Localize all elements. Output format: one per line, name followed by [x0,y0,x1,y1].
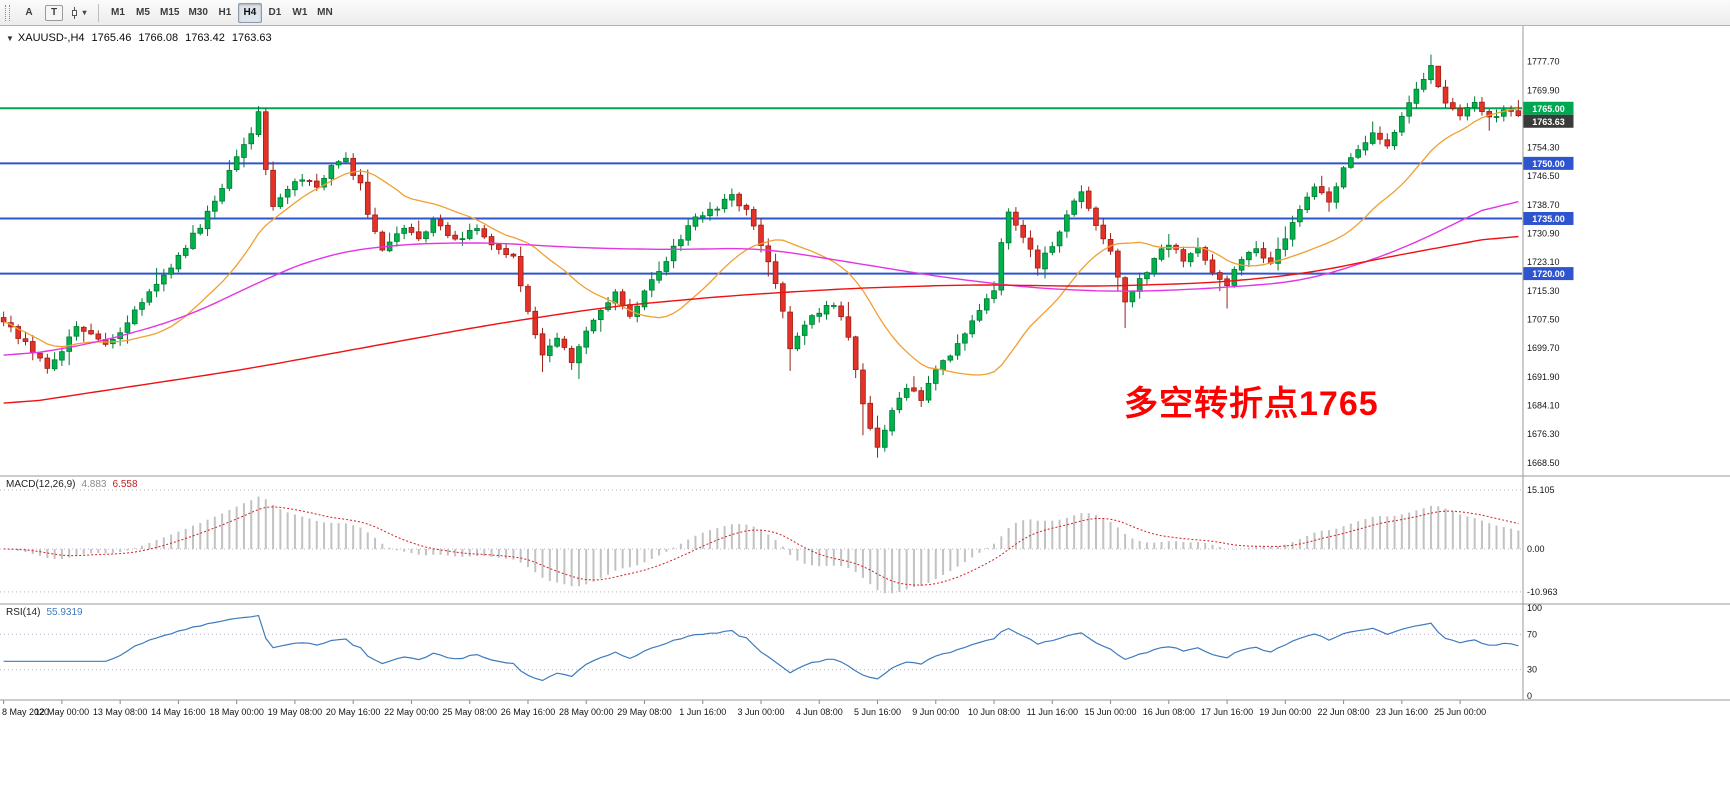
price-tag-1750.00 [1523,156,1574,170]
price-axis-label: 1746.50 [1527,171,1560,181]
price-axis-label: 1699.70 [1527,343,1560,353]
price-axis-label: 1754.30 [1527,143,1560,153]
time-axis-label: 22 May 00:00 [384,707,439,717]
time-axis-label: 19 Jun 00:00 [1259,707,1311,717]
macd-signal-line [3,506,1519,586]
price-axis-label: 1691.90 [1527,372,1560,382]
time-axis-label: 26 May 16:00 [501,707,556,717]
chart-window[interactable]: 15.105 0.00 -10.963 100 70 30 0 1777.70 1769.90 1… [0,26,1730,795]
time-axis-label: 14 May 16:00 [151,707,206,717]
price-tag-1735.00 [1523,211,1574,225]
price-axis-label: 1668.50 [1527,458,1560,468]
chevron-down-icon: ▾ [82,8,87,17]
time-axis-label: 28 May 00:00 [559,707,614,717]
time-axis-label: 16 Jun 08:00 [1143,707,1195,717]
price-axis-label: 1730.90 [1527,229,1560,239]
timeframe-button-m30[interactable]: M30 [184,3,211,23]
time-axis-label: 15 Jun 00:00 [1085,707,1137,717]
time-axis-label: 11 Jun 16:00 [1027,707,1078,717]
price-axis-label: 1769.90 [1527,85,1560,95]
timeframe-button-m15[interactable]: M15 [156,3,183,23]
rsi-scale-label: 70 [1527,629,1537,639]
time-axis-label: 1 Jun 16:00 [679,707,726,717]
toolbar-grip[interactable] [5,4,10,21]
price-axis-label: 1707.50 [1527,315,1560,325]
time-axis-label: 12 May 00:00 [35,707,90,717]
price-axis-label: 1738.70 [1527,200,1560,210]
candlestick-series [0,54,1522,458]
timeframe-button-h1[interactable]: H1 [213,3,237,23]
time-axis-label: 4 Jun 08:00 [796,707,843,717]
time-axis-label: 13 May 08:00 [93,707,148,717]
timeframe-button-w1[interactable]: W1 [288,3,312,23]
price-axis-label: 1723.10 [1527,257,1560,267]
time-axis-label: 19 May 08:00 [268,707,323,717]
time-axis-label: 22 Jun 08:00 [1318,707,1370,717]
price-axis-label: 1676.30 [1527,429,1560,439]
timeframe-button-mn[interactable]: MN [313,3,337,23]
ma-fast-line [3,108,1519,376]
time-axis-label: 17 Jun 16:00 [1201,707,1253,717]
ma-slow-line [3,235,1519,404]
macd-panel[interactable]: 15.105 0.00 -10.963 [0,485,1558,597]
rsi-scale-label: 30 [1527,665,1537,675]
price-tag-1765.00 [1523,101,1574,115]
time-axis-label: 23 Jun 16:00 [1376,707,1428,717]
macd-scale-label: -10.963 [1527,587,1558,597]
rsi-panel[interactable]: 100 70 30 0 [0,603,1542,701]
price-tag-text: 1750.00 [1532,159,1565,169]
price-axis-label: 1684.10 [1527,400,1560,410]
price-tag-1720.00 [1523,267,1574,281]
time-axis-label: 25 Jun 00:00 [1434,707,1486,717]
time-axis-label: 9 Jun 00:00 [912,707,959,717]
ma-mid-line [3,200,1519,356]
rsi-scale-label: 0 [1527,691,1532,701]
time-axis-label: 8 May 2020 [2,707,49,717]
toolbar-separator [98,3,99,22]
candlestick-icon [71,6,78,19]
top-toolbar: A T ▾ M1 M5 M15 M30 H1 H4 D1 W1 MN [0,0,1730,26]
price-axis[interactable]: 1777.70 1769.90 1754.30 1746.50 1738.70 1730.… [1522,26,1574,700]
time-axis-label: 29 May 08:00 [617,707,672,717]
rsi-scale-label: 100 [1527,603,1542,613]
time-axis-label: 20 May 16:00 [326,707,381,717]
text-tool-button[interactable]: T [45,4,63,21]
price-tag-text: 1720.00 [1532,269,1565,279]
rsi-line [3,614,1519,682]
annotation-a-tool-button[interactable]: A [17,3,41,23]
price-tag-text: 1735.00 [1532,214,1565,224]
timeframe-button-group: M1 M5 M15 M30 H1 H4 D1 W1 MN [106,2,337,23]
timeframe-button-h4[interactable]: H4 [237,2,262,23]
time-axis-label: 5 Jun 16:00 [854,707,901,717]
main-price-panel[interactable] [0,54,1522,458]
timeframe-button-d1[interactable]: D1 [263,3,287,23]
chart-type-dropdown-button[interactable]: ▾ [67,3,91,23]
macd-scale-label: 0.00 [1527,544,1545,554]
price-axis-label: 1715.30 [1527,286,1560,296]
price-tag-text: 1763.63 [1532,117,1565,127]
macd-scale-label: 15.105 [1527,485,1555,495]
time-axis-label: 10 Jun 08:00 [968,707,1020,717]
price-axis-label: 1777.70 [1527,57,1560,67]
time-axis-label: 18 May 00:00 [209,707,264,717]
timeframe-button-m1[interactable]: M1 [106,3,130,23]
timeframe-button-m5[interactable]: M5 [131,3,155,23]
price-chart-canvas[interactable]: 15.1050.00-10.963100703001777.701769.901… [0,26,1730,795]
price-tag-text: 1765.00 [1532,104,1565,114]
time-axis-label: 25 May 08:00 [442,707,497,717]
time-axis-label: 3 Jun 00:00 [737,707,784,717]
price-tag-1763.63 [1523,114,1574,128]
